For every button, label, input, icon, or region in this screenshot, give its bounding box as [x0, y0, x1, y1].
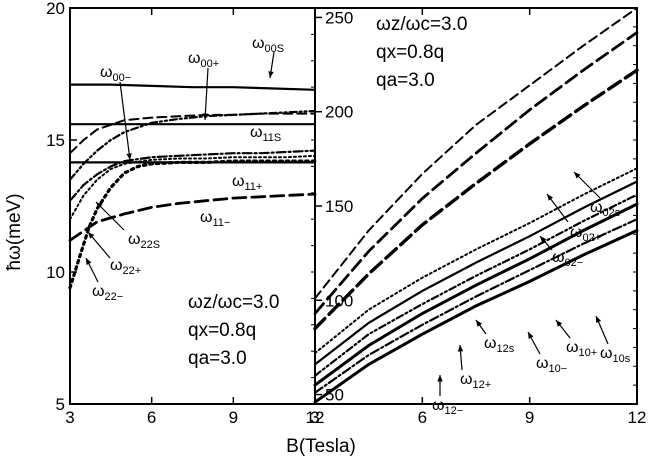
- label-arrowhead: [556, 320, 563, 327]
- right-panel: 3 6 9 1250100150200250ω02sω02+ω02−ω10sω10+ω…: [310, 7, 647, 427]
- x-tick-label: 3: [65, 408, 74, 427]
- series-line-1-8: [313, 229, 639, 404]
- param-text-1: qx=0.8q: [376, 42, 444, 63]
- x-axis-title: B(Tesla): [286, 436, 356, 457]
- series-label-0-2: ω00−: [100, 64, 131, 84]
- label-arrowhead: [126, 153, 132, 160]
- series-line-1-2: [313, 68, 639, 331]
- label-arrowhead: [528, 332, 534, 339]
- label-arrowhead: [202, 113, 209, 120]
- series-label-1-5: ω10−: [536, 355, 567, 375]
- series-line-1-7: [313, 218, 639, 394]
- series-label-0-1: ω00+: [188, 50, 219, 70]
- series-label-1-2: ω02−: [552, 249, 583, 269]
- param-text-2: qa=3.0: [376, 70, 435, 91]
- series-line-1-0: [314, 7, 638, 300]
- label-arrowhead: [540, 236, 547, 243]
- series-label-1-1: ω02+: [570, 224, 601, 244]
- param-text-1: qx=0.8q: [188, 320, 256, 341]
- series-line-0-7: [69, 154, 316, 221]
- y-tick-label: 15: [46, 131, 65, 150]
- param-text-0: ωz/ωc=3.0: [188, 292, 279, 313]
- label-arrow: [119, 81, 131, 161]
- series-label-0-8: ω22−: [92, 283, 123, 303]
- label-arrowhead: [547, 194, 554, 201]
- series-line-0-5: [68, 192, 317, 242]
- label-arrowhead: [437, 375, 443, 382]
- param-text-0: ωz/ωc=3.0: [376, 14, 467, 35]
- y-tick-label: 5: [56, 395, 65, 414]
- x-tick-label: 9: [229, 408, 238, 427]
- label-arrowhead: [476, 320, 482, 327]
- series-label-1-4: ω10+: [566, 339, 597, 359]
- label-arrow: [95, 201, 125, 231]
- y-tick-label: 200: [325, 103, 353, 122]
- series-label-0-5: ω11−: [200, 209, 230, 229]
- x-tick-label: 12: [306, 408, 325, 427]
- y-tick-label: 150: [325, 197, 353, 216]
- series-label-1-8: ω12−: [432, 397, 463, 417]
- series-line-1-4: [313, 180, 639, 366]
- y-tick-label: 250: [325, 8, 353, 27]
- x-tick-label: 6: [147, 408, 156, 427]
- series-label-1-0: ω02s: [590, 199, 621, 219]
- series-label-1-7: ω12+: [460, 371, 491, 391]
- series-line-1-1: [313, 31, 639, 315]
- series-line-1-6: [313, 202, 639, 387]
- series-label-0-6: ω22S: [128, 231, 160, 251]
- series-line-0-6: [68, 149, 317, 202]
- series-line-1-3: [314, 167, 638, 355]
- x-tick-label: 12: [628, 408, 647, 427]
- label-arrowhead: [88, 232, 95, 239]
- series-label-1-3: ω10s: [600, 345, 631, 365]
- series-label-0-7: ω22+: [110, 257, 141, 277]
- series-label-0-4: ω11+: [232, 173, 262, 193]
- series-line-0-8: [68, 159, 317, 290]
- x-tick-label: 9: [525, 408, 534, 427]
- label-arrowhead: [86, 258, 92, 265]
- label-arrowhead: [457, 345, 464, 352]
- y-tick-label: 20: [46, 0, 65, 18]
- left-panel: 3 6 9 12 5 10 15 20 ω00S ω00+ ω00− ω11S ω11+ω11− ω22S…: [46, 0, 324, 427]
- x-tick-label: 6: [418, 408, 427, 427]
- label-arrowhead: [596, 316, 602, 323]
- label-arrowhead: [268, 71, 274, 78]
- label-arrowhead: [574, 172, 581, 179]
- series-line-0-0: [68, 83, 317, 91]
- series-label-0-0: ω00S: [252, 35, 284, 55]
- y-axis-title: ħω(meV): [4, 193, 25, 270]
- series-line-0-2: [69, 112, 316, 155]
- series-label-1-6: ω12s: [484, 335, 515, 355]
- param-text-2: qa=3.0: [188, 348, 247, 369]
- y-tick-label: 10: [46, 263, 65, 282]
- series-line-1-5: [313, 193, 639, 377]
- label-arrowhead: [96, 202, 103, 209]
- x-tick-label: 3: [310, 408, 319, 427]
- label-arrow: [204, 67, 209, 121]
- series-label-0-3: ω11S: [250, 124, 281, 144]
